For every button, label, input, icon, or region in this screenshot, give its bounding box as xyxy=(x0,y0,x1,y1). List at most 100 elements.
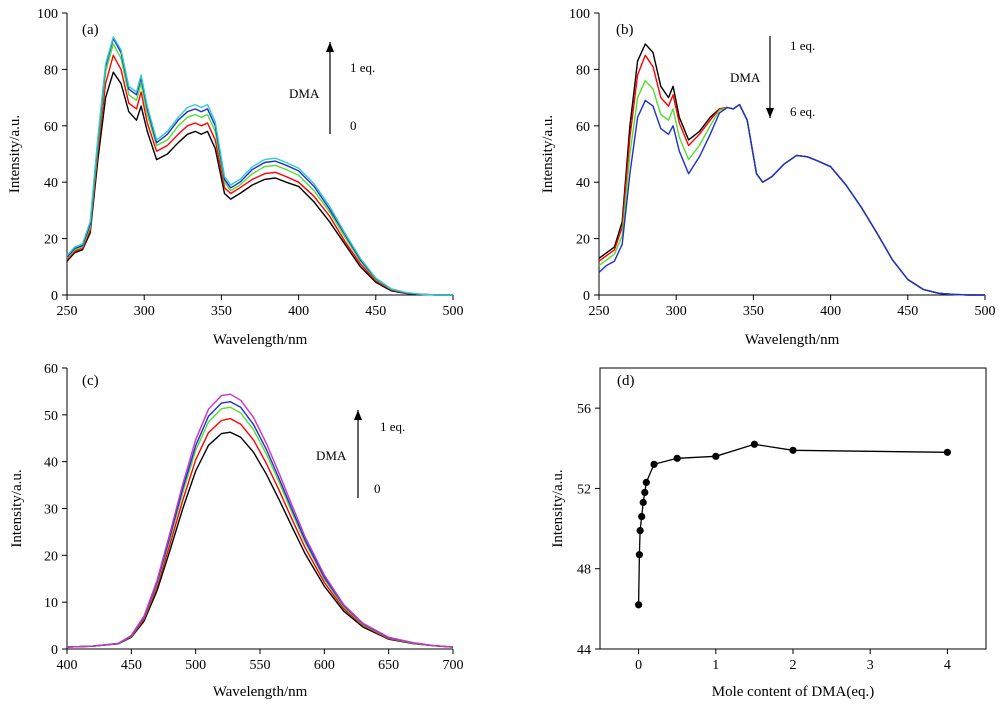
y-tick-label: 0 xyxy=(51,289,58,304)
y-tick-label: 80 xyxy=(576,63,590,78)
dma-bottom-label: 0 xyxy=(350,118,357,133)
series-line-2 xyxy=(66,417,454,648)
y-tick-label: 30 xyxy=(44,503,58,518)
y-tick-label: 56 xyxy=(577,402,591,417)
panel-label: (a) xyxy=(82,22,99,38)
y-tick-label: 20 xyxy=(576,233,590,248)
x-tick-label: 500 xyxy=(185,658,206,673)
x-axis-label: Wavelength/nm xyxy=(745,332,840,348)
y-axis-label: Intensity/a.u. xyxy=(550,469,566,547)
y-tick-label: 10 xyxy=(44,596,58,611)
data-point xyxy=(638,512,646,521)
x-tick-label: 550 xyxy=(250,658,271,673)
series-line-3 xyxy=(66,406,454,648)
x-tick-label: 500 xyxy=(443,304,464,319)
y-tick-label: 60 xyxy=(44,362,58,377)
dma-bottom-label: 6 eq. xyxy=(790,104,815,119)
y-tick-label: 44 xyxy=(577,643,591,658)
x-tick-label: 2 xyxy=(790,658,797,673)
x-tick-label: 4 xyxy=(944,658,951,673)
connecting-line xyxy=(637,443,948,605)
y-tick-label: 40 xyxy=(44,456,58,471)
x-tick-label: 450 xyxy=(121,658,142,673)
data-point xyxy=(750,440,759,448)
y-tick-label: 100 xyxy=(37,7,58,22)
x-tick-label: 700 xyxy=(443,658,464,673)
y-tick-label: 50 xyxy=(44,409,58,424)
x-tick-label: 450 xyxy=(897,304,918,319)
data-point xyxy=(650,460,658,468)
dma-top-label: 1 eq. xyxy=(790,38,815,53)
data-point xyxy=(635,551,643,559)
series-line-5 xyxy=(66,393,454,648)
chart-panel-a: 250 300 350 400 450 500 0 20 40 60 80 100 Wavelength… xyxy=(7,7,464,348)
data-point xyxy=(943,448,952,456)
y-tick-label: 40 xyxy=(44,176,58,191)
series-line-5 xyxy=(66,36,453,296)
series-line-4 xyxy=(66,37,453,296)
series-line-2 xyxy=(66,54,453,296)
y-axis-label: Intensity/a.u. xyxy=(540,115,556,193)
data-point xyxy=(636,526,644,535)
series-line-3 xyxy=(66,43,453,296)
x-tick-label: 400 xyxy=(57,658,78,673)
y-tick-label: 20 xyxy=(44,233,58,248)
y-tick-label: 40 xyxy=(576,176,590,191)
dma-top-label: 1 eq. xyxy=(380,419,405,434)
y-tick-label: 60 xyxy=(44,120,58,135)
x-tick-label: 350 xyxy=(211,304,232,319)
data-point xyxy=(639,498,647,507)
dma-label: DMA xyxy=(316,448,347,463)
x-tick-label: 250 xyxy=(57,304,78,319)
y-axis-label: Intensity/a.u. xyxy=(9,469,25,547)
dma-arrow-head xyxy=(354,410,362,420)
dma-arrow-head xyxy=(326,42,334,52)
x-tick-label: 0 xyxy=(635,658,642,673)
y-tick-label: 0 xyxy=(583,289,590,304)
dma-arrow-head xyxy=(766,108,774,118)
x-tick-label: 300 xyxy=(666,304,687,319)
data-point xyxy=(642,478,650,487)
x-tick-label: 650 xyxy=(378,658,399,673)
chart-panel-b: 250 300 350 400 450 500 0 20 40 60 80 100 Wavelength… xyxy=(540,7,996,348)
y-tick-label: 0 xyxy=(51,643,58,658)
dma-label: DMA xyxy=(289,86,320,101)
data-point xyxy=(673,454,681,462)
data-point xyxy=(641,488,649,497)
x-tick-label: 1 xyxy=(712,658,719,673)
x-tick-label: 300 xyxy=(134,304,155,319)
series-line-4 xyxy=(66,401,454,648)
chart-panel-c: 400 450 500 550 600 650 700 0 10 20 30 40 50 60 Wavele… xyxy=(9,362,464,700)
series-line-1 xyxy=(66,71,453,296)
series-line-1 xyxy=(66,431,454,648)
data-point xyxy=(635,601,643,609)
y-tick-label: 60 xyxy=(576,120,590,135)
x-tick-label: 600 xyxy=(314,658,335,673)
y-tick-label: 100 xyxy=(569,7,590,22)
dma-bottom-label: 0 xyxy=(374,481,381,496)
y-tick-label: 52 xyxy=(577,482,591,497)
y-axis-label: Intensity/a.u. xyxy=(7,115,23,193)
y-tick-label: 48 xyxy=(577,563,591,578)
x-tick-label: 400 xyxy=(820,304,841,319)
y-tick-label: 80 xyxy=(44,63,58,78)
x-axis-label: Wavelength/nm xyxy=(213,684,308,700)
x-tick-label: 450 xyxy=(365,304,386,319)
data-point xyxy=(789,446,797,454)
data-point xyxy=(712,452,720,460)
dma-label: DMA xyxy=(730,70,761,85)
x-tick-label: 500 xyxy=(975,304,996,319)
series-line-2 xyxy=(598,54,985,296)
x-tick-label: 350 xyxy=(743,304,764,319)
x-tick-label: 400 xyxy=(288,304,309,319)
x-axis-label: Wavelength/nm xyxy=(213,332,308,348)
plot-frame xyxy=(599,367,987,650)
y-tick-label: 20 xyxy=(44,549,58,564)
panel-label: (c) xyxy=(82,373,99,389)
x-axis-label: Mole content of DMA(eq.) xyxy=(712,684,874,700)
dma-top-label: 1 eq. xyxy=(350,60,375,75)
x-tick-label: 3 xyxy=(867,658,874,673)
panel-label: (b) xyxy=(616,22,634,38)
